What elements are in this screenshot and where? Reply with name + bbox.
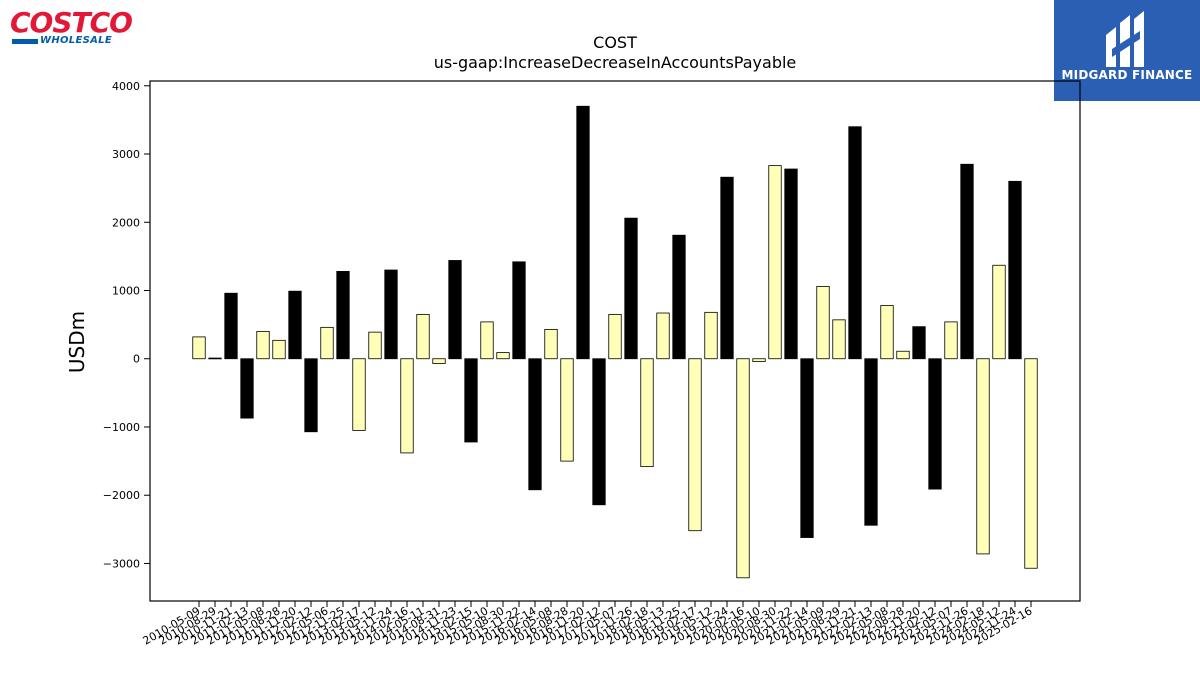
bar-2020-11-22 — [784, 168, 798, 360]
bar-2011-05-08 — [256, 331, 270, 360]
bar-2010-05-09 — [192, 336, 206, 360]
bar-2015-11-22 — [512, 261, 526, 360]
y-ticks-group: 4000 3000 2000 1000 0 −1000 −2000 −3000 — [103, 80, 150, 570]
midgard-finance-name: MIDGARD FINANCE — [1061, 68, 1193, 82]
bar-2020-08-30 — [768, 165, 782, 360]
bar-2022-05-08 — [880, 305, 894, 360]
bar-2017-05-07 — [608, 313, 622, 360]
bar-2011-08-28 — [272, 339, 286, 360]
bar-2014-02-16 — [400, 358, 414, 454]
y-tick-label: −1000 — [103, 421, 140, 434]
bars-group — [192, 105, 1038, 579]
costco-logo-word: COSTCO — [10, 6, 133, 39]
bar-2016-11-20 — [576, 105, 590, 360]
bar-2019-05-12 — [704, 311, 718, 360]
bar-2025-02-16 — [1024, 358, 1038, 569]
bar-2018-05-13 — [656, 312, 670, 360]
bar-2019-02-17 — [688, 358, 702, 532]
bar-2015-08-30 — [496, 352, 510, 360]
y-tick-label: 3000 — [112, 148, 140, 161]
bar-2017-11-26 — [624, 217, 638, 360]
bar-2018-11-25 — [672, 234, 686, 360]
bar-2017-02-12 — [592, 358, 606, 506]
bar-2023-11-26 — [960, 163, 974, 360]
y-tick-label: 1000 — [112, 285, 140, 298]
bar-2020-02-16 — [736, 358, 750, 579]
bar-2021-05-09 — [816, 286, 830, 360]
bar-2014-08-31 — [432, 358, 446, 364]
bar-2012-11-25 — [336, 270, 350, 360]
bar-2016-02-14 — [528, 358, 542, 491]
bar-2011-11-20 — [288, 290, 302, 360]
bar-2014-05-11 — [416, 313, 430, 360]
x-ticks-group: 2010-05-092010-08-292010-11-212011-02-13… — [141, 601, 1035, 648]
midgard-finance-logo: MIDGARD FINANCE — [1054, 0, 1200, 101]
bar-2012-05-06 — [320, 326, 334, 360]
bar-2016-08-28 — [560, 358, 574, 462]
bar-2024-11-24 — [1008, 180, 1022, 360]
bar-2021-08-29 — [832, 319, 846, 360]
chart-title: COST — [593, 33, 637, 52]
bar-2013-05-12 — [368, 331, 382, 360]
bar-2024-05-12 — [992, 264, 1006, 360]
costco-logo-bar — [12, 39, 38, 44]
bar-2022-11-20 — [912, 326, 926, 360]
y-tick-label: 0 — [133, 353, 140, 366]
costco-logo-sub: WHOLESALE — [40, 35, 112, 46]
bar-2014-11-23 — [448, 260, 462, 360]
bar-2020-05-10 — [752, 358, 766, 362]
bar-2023-02-12 — [928, 358, 942, 490]
midgard-emblem-icon — [1106, 11, 1144, 67]
bar-2016-05-08 — [544, 328, 558, 360]
bar-2013-11-24 — [384, 269, 398, 360]
bar-2021-11-21 — [848, 126, 862, 360]
bar-2024-02-18 — [976, 358, 990, 555]
bar-2022-08-28 — [896, 350, 910, 360]
bar-2010-08-29 — [208, 357, 222, 360]
bar-2019-11-24 — [720, 176, 734, 360]
chart-subtitle: us-gaap:IncreaseDecreaseInAccountsPayabl… — [434, 53, 797, 72]
bar-2015-05-10 — [480, 321, 494, 360]
bar-2023-05-07 — [944, 321, 958, 360]
bar-2022-02-13 — [864, 358, 878, 526]
y-tick-label: −3000 — [103, 557, 140, 570]
bar-2013-02-17 — [352, 358, 366, 431]
bar-2015-02-15 — [464, 358, 478, 443]
bar-2018-02-18 — [640, 358, 654, 467]
y-tick-label: −2000 — [103, 489, 140, 502]
y-axis-label: USDm — [65, 311, 89, 373]
bar-2011-02-13 — [240, 358, 254, 419]
y-tick-label: 2000 — [112, 216, 140, 229]
y-tick-label: 4000 — [112, 80, 140, 93]
bar-2021-02-14 — [800, 358, 814, 538]
costco-logo: COSTCO WHOLESALE — [10, 8, 136, 48]
bar-2012-02-12 — [304, 358, 318, 433]
bar-2010-11-21 — [224, 292, 238, 360]
